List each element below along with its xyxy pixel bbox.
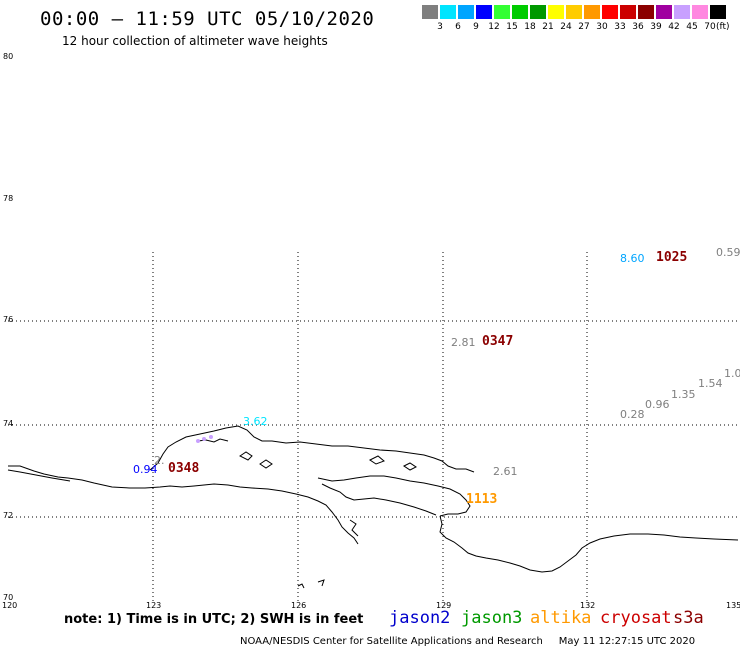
legend-label: 18 (524, 22, 536, 32)
small-island (297, 583, 305, 589)
lon-label: 129 (436, 601, 452, 610)
legend-swatch-14 (674, 5, 690, 19)
track-dot (202, 437, 206, 441)
wave-height-label: 3.62 (243, 415, 268, 428)
legend-swatch-4 (494, 5, 510, 19)
lat-label: 80 (3, 52, 14, 61)
coastline-bay (317, 475, 471, 517)
pass-time-label: 0347 (482, 334, 514, 349)
map-title: 00:00 – 11:59 UTC 05/10/2020 (40, 8, 375, 30)
delta-islet (239, 451, 253, 461)
lon-label: 132 (580, 601, 596, 610)
legend-swatch-13 (656, 5, 672, 19)
legend-swatch-3 (476, 5, 492, 19)
delta-islet (259, 459, 273, 469)
legend-swatch-15 (692, 5, 708, 19)
wave-height-label: 1.54 (698, 377, 723, 390)
credit-line: NOAA/NESDIS Center for Satellite Applica… (240, 636, 695, 647)
satellite-legend-altika: altika (530, 608, 592, 628)
legend-label: 45 (686, 22, 698, 32)
legend-label: 70 (704, 22, 716, 32)
legend-swatch-7 (548, 5, 564, 19)
satellite-legend-jason3: jason3 (461, 608, 523, 628)
track-dots (196, 435, 213, 443)
legend-swatch-5 (512, 5, 528, 19)
satellite-legend-jason2: jason2 (389, 608, 451, 628)
legend-swatch-2 (458, 5, 474, 19)
lon-label: 135 (726, 601, 740, 610)
legend-swatch-8 (566, 5, 582, 19)
graticule (8, 252, 738, 602)
coastline-shoal (7, 469, 71, 482)
lat-label: 72 (3, 511, 14, 520)
credit-text: NOAA/NESDIS Center for Satellite Applica… (240, 636, 543, 647)
legend-swatch-9 (584, 5, 600, 19)
wave-height-label: 1.35 (671, 388, 696, 401)
legend-label: 15 (506, 22, 518, 32)
generated-timestamp: May 11 12:27:15 UTC 2020 (558, 636, 696, 647)
pass-time-label: 1025 (656, 250, 688, 265)
legend-label: 39 (650, 22, 662, 32)
pass-time-label: 1113 (466, 492, 498, 507)
legend-swatch-0 (422, 5, 438, 19)
lon-label: 123 (146, 601, 162, 610)
legend-label: 6 (455, 22, 461, 32)
wave-height-label: 2.81 (451, 336, 476, 349)
legend-label: 36 (632, 22, 644, 32)
legend-unit: (ft) (716, 22, 730, 32)
coastline-delta-north (149, 425, 475, 473)
legend-swatch-6 (530, 5, 546, 19)
lat-label: 70 (3, 593, 14, 602)
legend-swatch-10 (602, 5, 618, 19)
coastline-mainland-west (8, 465, 359, 545)
legend-label: 12 (488, 22, 500, 32)
lat-label: 74 (3, 419, 14, 428)
coastline (7, 425, 739, 589)
legend-label: 24 (560, 22, 572, 32)
track-dot (209, 435, 213, 439)
pass-time-label: 0348 (168, 461, 200, 476)
lon-label: 120 (2, 601, 18, 610)
satellite-legend-cryosat: cryosat (600, 608, 672, 628)
lat-label: 78 (3, 194, 14, 203)
units-note: note: 1) Time is in UTC; 2) SWH is in fe… (64, 612, 364, 627)
lon-label: 126 (291, 601, 307, 610)
satellite-legend-s3a: s3a (673, 608, 704, 628)
legend-label: 9 (473, 22, 479, 32)
wave-height-label: 0.59 (716, 246, 740, 259)
wave-height-label: 1.0 (724, 367, 740, 380)
wave-height-label: 0.28 (620, 408, 645, 421)
track-dot (196, 439, 200, 443)
legend-label: 33 (614, 22, 626, 32)
small-island (317, 579, 325, 587)
coastline-inner-channel (321, 483, 437, 516)
legend-swatch-1 (440, 5, 456, 19)
wave-height-label: 2.61 (493, 465, 518, 478)
wave-height-label: 2. (154, 454, 165, 467)
river-mouth (349, 519, 359, 537)
legend-label: 3 (437, 22, 443, 32)
wave-height-label: 8.60 (620, 252, 645, 265)
lat-label: 76 (3, 315, 14, 324)
wave-height-label: 0.96 (645, 398, 670, 411)
legend-label: 21 (542, 22, 554, 32)
coastline-mainland-east (439, 515, 739, 573)
legend-label: 27 (578, 22, 590, 32)
map-subtitle: 12 hour collection of altimeter wave hei… (62, 34, 328, 48)
delta-islet (403, 462, 417, 471)
legend-label: 42 (668, 22, 680, 32)
legend-swatch-12 (638, 5, 654, 19)
legend-swatch-16 (710, 5, 726, 19)
wave-height-label: 0.94 (133, 463, 158, 476)
legend-swatch-11 (620, 5, 636, 19)
delta-islet (369, 455, 385, 465)
legend-label: 30 (596, 22, 608, 32)
